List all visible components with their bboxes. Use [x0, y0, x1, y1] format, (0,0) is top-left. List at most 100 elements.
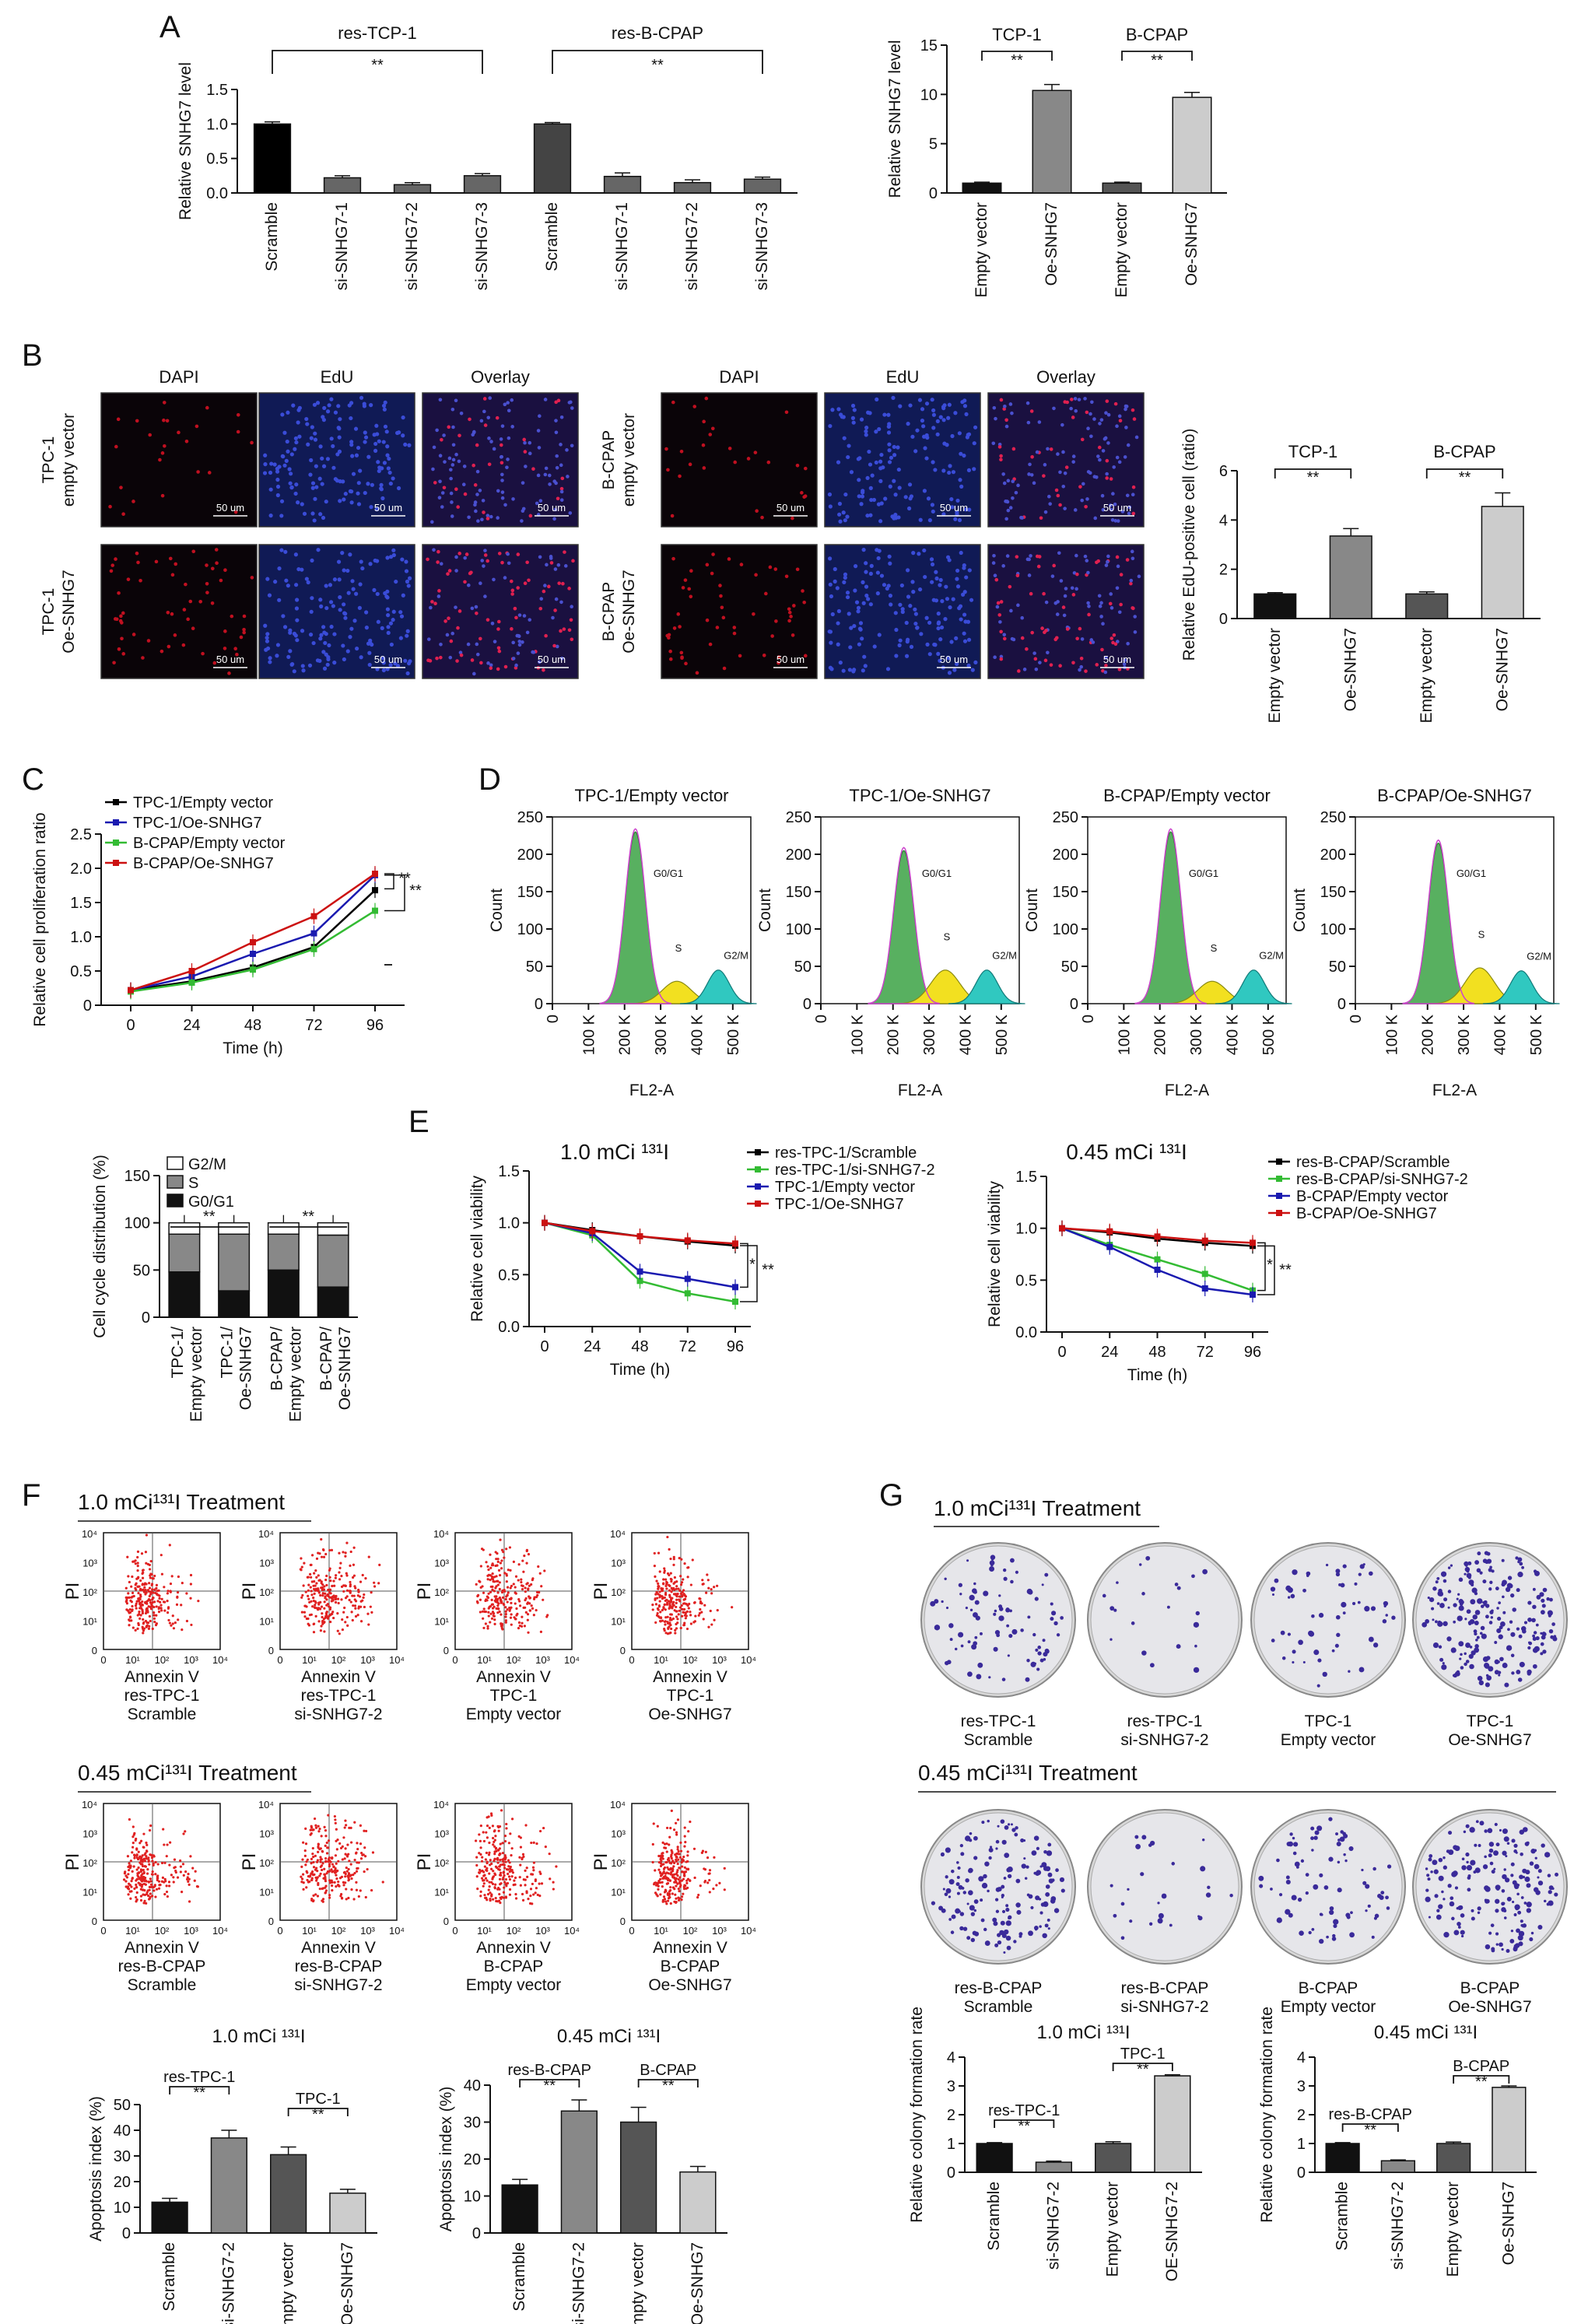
- cell-nucleus: [321, 515, 326, 521]
- cell-nucleus: [547, 473, 552, 478]
- cell-nucleus: [121, 611, 125, 615]
- micrograph: [422, 544, 579, 679]
- event-dot: [486, 1596, 490, 1600]
- event-dot: [552, 1888, 555, 1891]
- cell-nucleus: [386, 625, 391, 629]
- event-dot: [140, 1552, 144, 1555]
- event-dot: [170, 1624, 173, 1627]
- sample-label: Empty vector: [466, 1705, 562, 1723]
- event-dot: [128, 1618, 131, 1621]
- event-dot: [682, 1589, 685, 1592]
- sig-bracket: [384, 873, 394, 890]
- event-dot: [496, 1888, 500, 1891]
- cell-nucleus: [168, 556, 173, 561]
- cell-nucleus: [955, 584, 961, 589]
- event-dot: [485, 1598, 488, 1601]
- event-dot: [673, 1609, 676, 1612]
- cell-nucleus: [495, 415, 500, 420]
- colony: [1510, 1632, 1516, 1637]
- cell-nucleus: [727, 447, 732, 450]
- event-dot: [723, 1867, 726, 1870]
- cell-nucleus: [341, 479, 345, 484]
- cell-nucleus: [837, 501, 843, 507]
- colony: [1030, 1905, 1034, 1910]
- group-label: res-TPC-1: [163, 2069, 235, 2086]
- colony: [1447, 1590, 1452, 1593]
- cell-nucleus: [332, 632, 337, 636]
- event-dot: [678, 1595, 682, 1598]
- colony: [1541, 1632, 1546, 1636]
- cell-nucleus: [333, 410, 338, 415]
- event-dot: [306, 1576, 309, 1579]
- cell-nucleus: [1043, 658, 1048, 663]
- colony: [1498, 1634, 1503, 1639]
- event-dot: [539, 1872, 542, 1875]
- event-dot: [671, 1607, 674, 1610]
- event-dot: [504, 1606, 507, 1609]
- cell-nucleus: [366, 482, 370, 486]
- event-dot: [150, 1583, 153, 1586]
- cell-nucleus: [321, 650, 326, 654]
- colony: [965, 1607, 968, 1610]
- event-dot: [313, 1572, 316, 1575]
- colony: [1011, 1828, 1016, 1832]
- event-dot: [672, 1861, 676, 1865]
- event-dot: [487, 1592, 490, 1595]
- cell-nucleus: [883, 496, 888, 501]
- x-tick-label: 0: [1348, 1015, 1365, 1023]
- y-tick-label: 1.0: [1015, 1221, 1037, 1238]
- event-dot: [487, 1607, 490, 1610]
- cell-nucleus: [1063, 594, 1067, 598]
- x-tick-label: si-SNHG7-2: [570, 2242, 587, 2324]
- cell-nucleus: [1011, 479, 1015, 484]
- y-tick-label: 4: [1219, 512, 1228, 529]
- colony: [1005, 1907, 1010, 1912]
- cell-nucleus: [851, 420, 856, 425]
- event-dot: [140, 1884, 144, 1887]
- event-dot: [674, 1879, 677, 1882]
- event-dot: [517, 1563, 521, 1566]
- cell-nucleus: [450, 631, 455, 636]
- event-dot: [363, 1829, 366, 1832]
- event-dot: [344, 1819, 347, 1822]
- event-dot: [496, 1858, 500, 1861]
- event-dot: [160, 1861, 164, 1865]
- cell-nucleus: [500, 560, 504, 565]
- event-dot: [332, 1865, 335, 1869]
- event-dot: [657, 1884, 660, 1888]
- colony: [956, 1891, 960, 1895]
- event-dot: [661, 1900, 664, 1903]
- colony: [994, 1943, 999, 1947]
- cell-nucleus: [230, 614, 234, 619]
- cell-nucleus: [949, 640, 954, 644]
- event-dot: [322, 1555, 326, 1558]
- event-dot: [127, 1873, 130, 1876]
- cell-nucleus: [516, 586, 520, 590]
- event-dot: [505, 1822, 508, 1826]
- bar: [463, 175, 502, 194]
- colony: [1141, 1835, 1147, 1840]
- panel-label-f: F: [22, 1478, 40, 1513]
- cell-nucleus: [406, 584, 411, 588]
- cell-nucleus: [163, 443, 167, 448]
- cell-nucleus: [1077, 398, 1081, 401]
- event-dot: [657, 1584, 660, 1588]
- event-dot: [323, 1825, 326, 1828]
- cell-nucleus: [320, 482, 324, 486]
- significance-marker: **: [302, 1208, 314, 1225]
- event-dot: [503, 1896, 506, 1899]
- cell-nucleus: [514, 615, 518, 620]
- cell-nucleus: [1063, 471, 1067, 475]
- event-dot: [677, 1613, 680, 1616]
- cell-nucleus: [302, 511, 307, 516]
- colony: [955, 1882, 960, 1887]
- event-dot: [676, 1593, 679, 1596]
- colony: [1316, 1684, 1320, 1688]
- event-dot: [663, 1891, 667, 1894]
- event-dot: [479, 1824, 482, 1828]
- cell-nucleus: [705, 563, 710, 567]
- cell-nucleus: [321, 418, 326, 422]
- event-dot: [493, 1590, 496, 1593]
- event-dot: [666, 1891, 669, 1895]
- cell-nucleus: [569, 400, 573, 405]
